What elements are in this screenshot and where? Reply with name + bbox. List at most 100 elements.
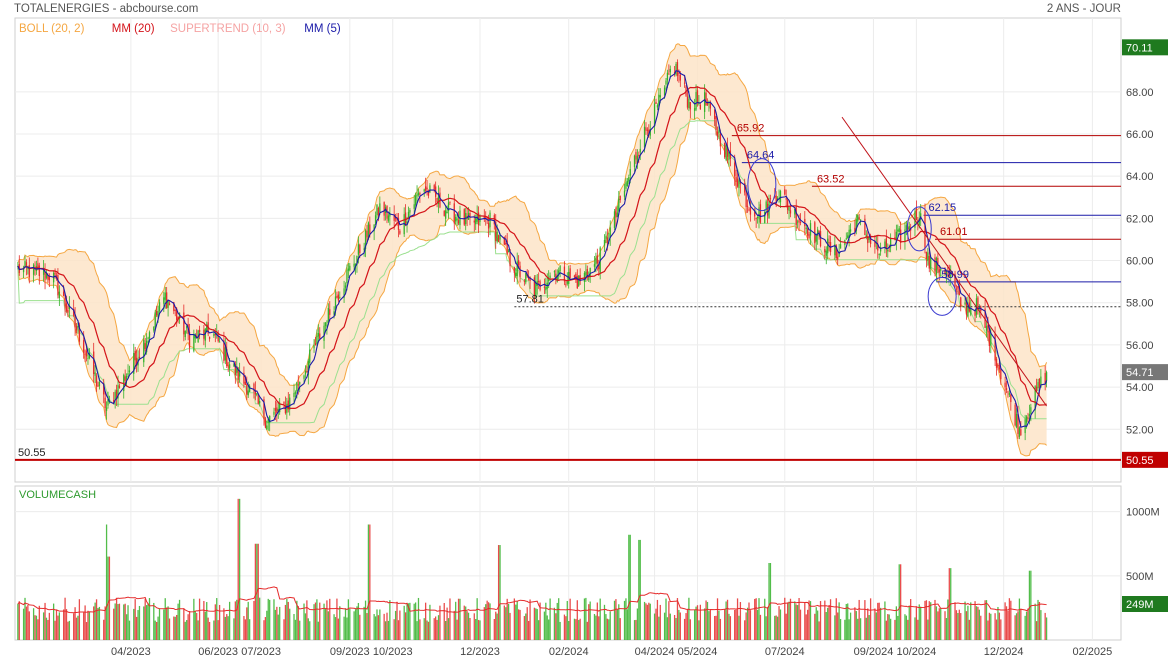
- volume-bar: [736, 598, 739, 640]
- candle-body: [77, 326, 79, 328]
- volume-bar: [569, 598, 571, 640]
- candle-body: [273, 411, 275, 415]
- candle-body: [1014, 404, 1016, 426]
- candle-body: [679, 74, 681, 81]
- candle-body: [343, 288, 345, 298]
- volume-bar: [299, 620, 301, 640]
- candle-body: [127, 373, 129, 376]
- volume-bar: [184, 621, 186, 640]
- volume-bar: [847, 603, 849, 640]
- candle-body: [399, 230, 401, 234]
- volume-bar: [659, 604, 661, 640]
- candle-body: [788, 206, 790, 211]
- volume-bar: [556, 602, 558, 640]
- candle-body: [716, 131, 719, 137]
- candle-body: [598, 264, 600, 270]
- price-tag-label-top: 70.11: [1126, 42, 1153, 54]
- candle-body: [666, 72, 669, 81]
- candle-body: [293, 392, 295, 397]
- candle-body: [317, 333, 319, 337]
- volume-bar: [134, 599, 136, 640]
- candle-body: [445, 210, 447, 219]
- volume-bar: [937, 611, 939, 640]
- volume-bar: [364, 600, 367, 640]
- volume-bar: [386, 612, 388, 640]
- volume-bar: [344, 608, 347, 640]
- volume-bar: [97, 607, 99, 640]
- candle-body: [364, 230, 367, 249]
- candle-body: [423, 189, 425, 192]
- volume-bar: [615, 599, 617, 640]
- volume-bar: [728, 613, 730, 640]
- candle-body: [837, 256, 839, 260]
- volume-bar: [675, 618, 677, 640]
- volume-bar: [93, 606, 95, 640]
- volume-bar: [227, 616, 229, 640]
- candle-body: [626, 181, 629, 186]
- volume-bar: [294, 619, 297, 640]
- candle-body: [636, 155, 639, 163]
- volume-bar: [565, 616, 567, 640]
- volume-bar: [539, 602, 541, 640]
- candle-body: [63, 291, 65, 297]
- volume-bar: [967, 605, 969, 640]
- candle-body: [918, 218, 920, 226]
- volume-bar: [568, 620, 570, 640]
- candle-body: [223, 340, 225, 361]
- volume-panel-frame: [14, 485, 1122, 641]
- volume-bar: [535, 608, 537, 640]
- annotation-label: 58.99: [941, 269, 969, 281]
- candle-body: [765, 201, 767, 211]
- candle-body: [463, 209, 465, 225]
- volume-bar: [436, 619, 438, 640]
- volume-bar: [904, 614, 906, 640]
- candle-body: [58, 291, 60, 299]
- volume-bar: [905, 615, 908, 640]
- candle-body: [869, 235, 872, 244]
- candle-body: [1027, 417, 1029, 419]
- volume-bar: [924, 600, 926, 640]
- volume-bar: [279, 606, 281, 640]
- candle-body: [376, 204, 378, 216]
- candle-body: [726, 146, 729, 157]
- candle-body: [475, 218, 477, 225]
- volume-bar: [243, 616, 245, 640]
- volume-bar: [234, 601, 236, 640]
- volume-bar: [1024, 615, 1026, 640]
- supertrend-line: [17, 120, 1047, 424]
- volume-bar: [877, 602, 879, 640]
- volume-bar: [163, 609, 165, 640]
- indicator-legend: BOLL (20, 2) MM (20) SUPERTREND (10, 3) MM …: [19, 23, 341, 35]
- volume-bar: [576, 600, 578, 640]
- volume-bar: [317, 621, 319, 640]
- candle-body: [47, 275, 49, 280]
- candle-body: [143, 339, 145, 363]
- volume-bar: [864, 600, 866, 640]
- highlight-circle-2: [906, 206, 932, 252]
- volume-bar: [519, 609, 521, 640]
- volume-bar: [988, 612, 991, 640]
- volume-bar: [1008, 598, 1011, 640]
- candle-body: [808, 234, 810, 238]
- candle-body: [736, 178, 739, 187]
- volume-bar: [788, 601, 790, 640]
- candle-body: [253, 383, 255, 392]
- candle-body: [326, 325, 328, 327]
- candle-body: [333, 311, 335, 315]
- volume-bar: [589, 601, 591, 640]
- candle-body: [950, 274, 952, 277]
- candle-body: [297, 384, 299, 386]
- candle-body: [865, 234, 867, 237]
- volume-bar: [393, 619, 395, 640]
- candle-body: [48, 276, 50, 281]
- volume-bar: [878, 602, 880, 640]
- candle-body: [784, 189, 786, 195]
- volume-bar: [495, 611, 497, 640]
- volume-bar: [726, 599, 729, 640]
- candle-body: [148, 332, 151, 339]
- volume-bar: [775, 615, 777, 640]
- volume-bar: [429, 604, 431, 640]
- candle-body: [628, 177, 630, 182]
- volume-bar: [596, 602, 598, 640]
- candle-body: [28, 265, 30, 278]
